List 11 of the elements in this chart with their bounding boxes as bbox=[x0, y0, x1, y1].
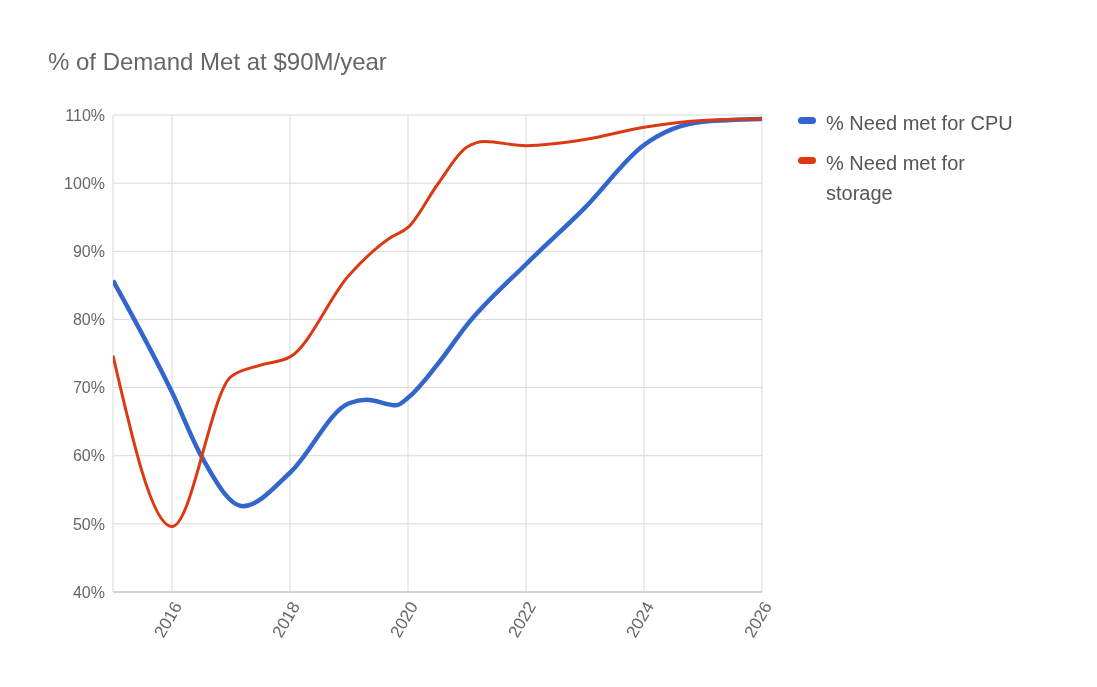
y-tick-label: 40% bbox=[72, 583, 105, 601]
y-tick-label: 50% bbox=[72, 515, 105, 533]
chart-title: % of Demand Met at $90M/year bbox=[48, 48, 387, 76]
legend-label: % Need met for CPU bbox=[826, 111, 1013, 136]
y-tick-label: 70% bbox=[72, 379, 105, 397]
legend-label: % Need met for storage bbox=[826, 151, 966, 206]
y-tick-label: 110% bbox=[65, 106, 105, 124]
y-tick-label: 60% bbox=[72, 447, 105, 465]
y-tick-label: 100% bbox=[64, 174, 105, 192]
y-tick-label: 80% bbox=[72, 311, 105, 329]
y-tick-label: 90% bbox=[72, 242, 105, 260]
